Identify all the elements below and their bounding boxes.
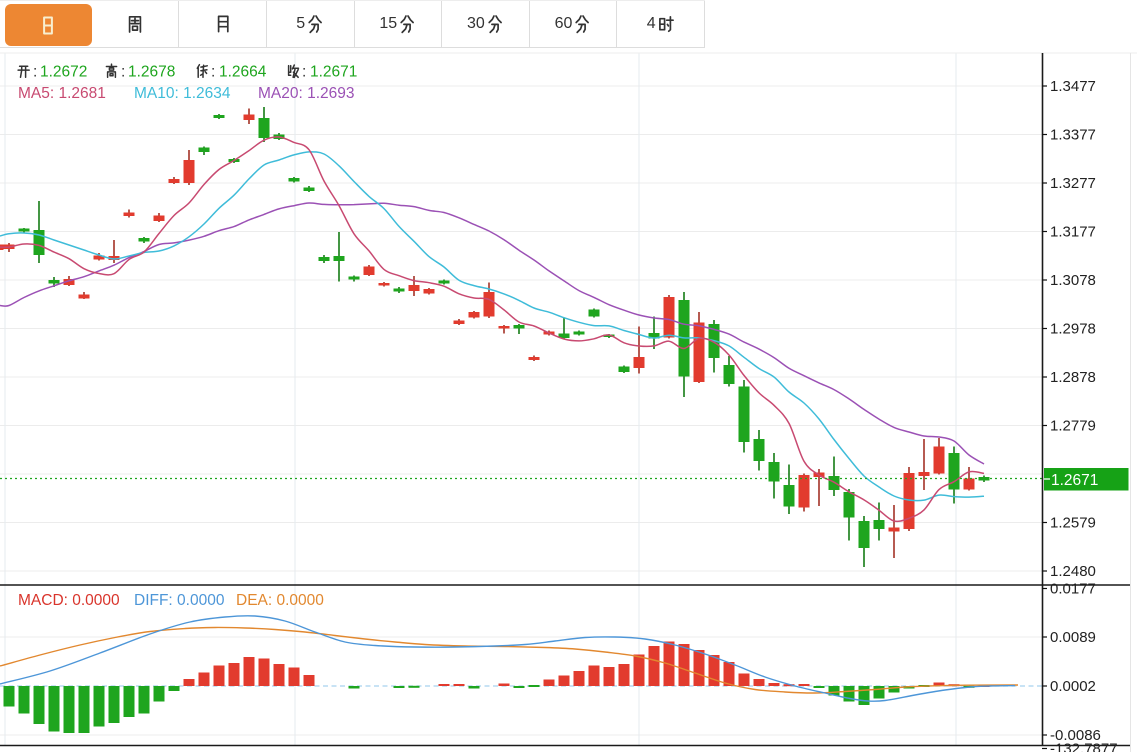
svg-text:1.3377: 1.3377 [1050, 127, 1096, 144]
svg-text::: : [33, 64, 37, 81]
svg-text:1.3177: 1.3177 [1050, 224, 1096, 241]
svg-text:MACD: 0.0000: MACD: 0.0000 [18, 592, 120, 609]
svg-text:1.2978: 1.2978 [1050, 321, 1096, 338]
svg-text:1.2480: 1.2480 [1050, 563, 1096, 580]
svg-text:1.2664: 1.2664 [219, 64, 267, 81]
svg-text:-0.0086: -0.0086 [1050, 727, 1101, 744]
svg-text:DEA: 0.0000: DEA: 0.0000 [236, 592, 324, 609]
svg-text:MA10: 1.2634: MA10: 1.2634 [134, 85, 231, 102]
svg-text:1.2878: 1.2878 [1050, 369, 1096, 386]
svg-text:1.2678: 1.2678 [128, 64, 175, 81]
svg-text:1.2579: 1.2579 [1050, 515, 1096, 532]
svg-text:1.2671: 1.2671 [310, 64, 357, 81]
svg-text:1.2671: 1.2671 [1051, 472, 1098, 489]
svg-text:1.3277: 1.3277 [1050, 175, 1096, 192]
svg-text:1.2779: 1.2779 [1050, 418, 1096, 435]
svg-text:MA20: 1.2693: MA20: 1.2693 [258, 85, 355, 102]
svg-text:1.2672: 1.2672 [40, 64, 87, 81]
svg-text:0.0089: 0.0089 [1050, 629, 1096, 646]
svg-text:1.3477: 1.3477 [1050, 78, 1096, 95]
svg-text:0.0177: 0.0177 [1050, 581, 1096, 598]
svg-text::: : [302, 64, 306, 81]
svg-text:1.3078: 1.3078 [1050, 272, 1096, 289]
svg-text::: : [121, 64, 125, 81]
svg-text:-132.7877: -132.7877 [1050, 741, 1118, 752]
svg-text::: : [211, 64, 215, 81]
svg-text:MA5: 1.2681: MA5: 1.2681 [18, 85, 106, 102]
svg-text:0.0002: 0.0002 [1050, 678, 1096, 695]
svg-text:DIFF: 0.0000: DIFF: 0.0000 [134, 592, 225, 609]
